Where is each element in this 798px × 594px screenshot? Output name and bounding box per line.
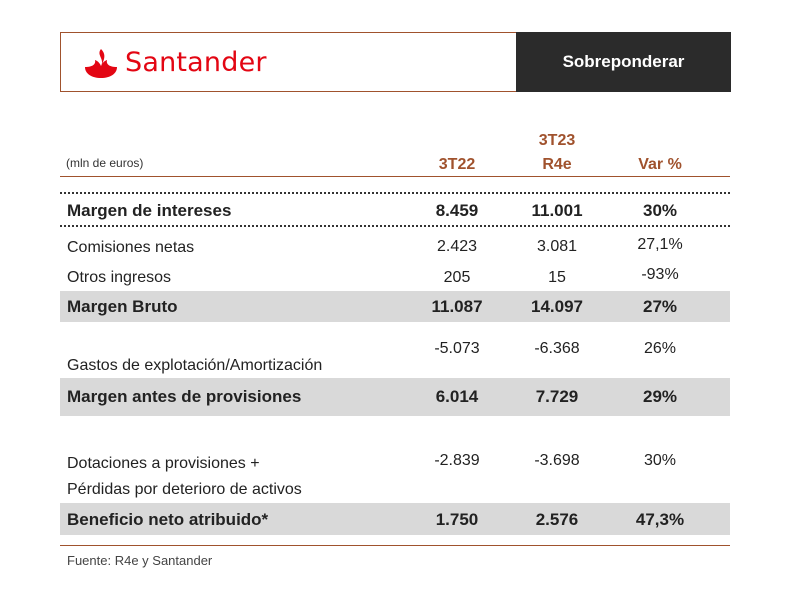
dotted-rule-top [60, 192, 730, 194]
value-3t22: -5.073 [434, 340, 480, 357]
row-label: Otros ingresos [67, 269, 172, 286]
report-header: Santander Sobreponderar [60, 32, 731, 92]
value-3t23: 11.001 [531, 201, 583, 220]
column-header-3t23-r4e: 3T23 R4e [512, 131, 602, 175]
shaded-band [60, 503, 730, 535]
value-3t23: 14.097 [531, 297, 583, 316]
value-var: 47,3% [635, 510, 685, 529]
value-3t22: 6.014 [435, 387, 479, 406]
column-header-line: 3T22 [438, 156, 476, 173]
row-label: Beneficio neto atribuido* [67, 510, 269, 529]
value-3t23: 7.729 [535, 387, 579, 406]
value-3t23: 2.576 [535, 510, 579, 529]
value-3t23: -3.698 [534, 452, 580, 469]
value-3t22: 1.750 [435, 510, 479, 529]
santander-flame-icon [85, 49, 117, 78]
value-var: 30% [642, 201, 678, 220]
row-label: Dotaciones a provisiones + [67, 455, 260, 472]
brand-name: Santander [125, 47, 267, 78]
value-var: 30% [643, 452, 677, 469]
dotted-rule-bottom [60, 225, 730, 227]
value-3t22: 8.459 [435, 201, 479, 220]
row-label: Gastos de explotación/Amortización [67, 357, 323, 374]
value-var: -93% [641, 266, 679, 283]
column-header-line: 3T23 [538, 132, 576, 149]
value-3t22: 2.423 [436, 238, 478, 255]
column-header-3t22: 3T22 [412, 155, 502, 175]
value-var: 27% [642, 297, 678, 316]
value-var: 26% [643, 340, 677, 357]
rating-badge: Sobreponderar [516, 32, 731, 92]
column-header-line: R4e [542, 156, 572, 173]
units-label: (mln de euros) [66, 156, 144, 170]
column-header-line: Var % [638, 156, 682, 173]
column-header-var: Var % [615, 155, 705, 175]
santander-logo: Santander [83, 46, 267, 80]
row-label: Comisiones netas [67, 239, 195, 256]
value-var: 27,1% [637, 236, 683, 253]
value-3t23: 15 [548, 269, 566, 286]
value-var: 29% [642, 387, 678, 406]
value-3t23: 3.081 [536, 238, 578, 255]
value-3t22: -2.839 [434, 452, 480, 469]
row-label: Margen antes de provisiones [67, 387, 302, 406]
row-label: Margen de intereses [67, 201, 232, 220]
header-rule [60, 176, 730, 177]
footer-rule [60, 545, 730, 546]
row-label: Margen Bruto [67, 297, 178, 316]
source-note: Fuente: R4e y Santander [67, 553, 213, 568]
shaded-band [60, 291, 730, 322]
value-3t22: 11.087 [431, 297, 483, 316]
value-3t23: -6.368 [534, 340, 580, 357]
row-label-continuation: Pérdidas por deterioro de activos [67, 481, 302, 498]
value-3t22: 205 [443, 269, 471, 286]
shaded-band [60, 378, 730, 416]
